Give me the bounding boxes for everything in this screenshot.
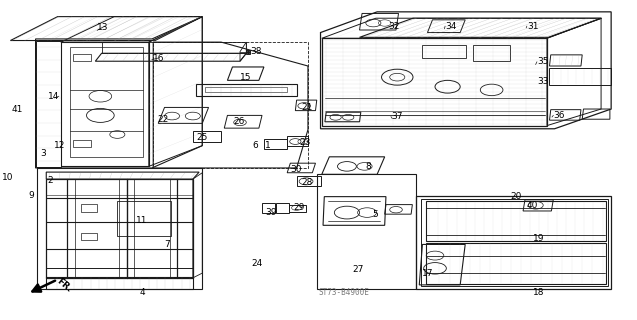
Text: 39: 39 — [265, 208, 276, 217]
Text: 15: 15 — [240, 73, 252, 82]
Text: 22: 22 — [157, 115, 168, 124]
Text: 34: 34 — [445, 22, 457, 31]
Bar — [421, 199, 608, 286]
Text: 11: 11 — [136, 216, 148, 225]
Text: 18: 18 — [533, 288, 544, 297]
Text: 30: 30 — [290, 165, 302, 174]
Text: 26: 26 — [234, 117, 245, 126]
Bar — [205, 87, 287, 92]
Text: 24: 24 — [252, 259, 262, 268]
Text: 9: 9 — [28, 190, 34, 200]
Text: 37: 37 — [391, 112, 403, 121]
Text: 35: 35 — [537, 57, 548, 66]
Text: 28: 28 — [302, 178, 313, 187]
Bar — [153, 42, 308, 168]
Bar — [73, 54, 91, 61]
Text: 23: 23 — [299, 138, 310, 147]
Bar — [82, 233, 97, 240]
Text: 38: 38 — [250, 47, 262, 56]
Text: 3: 3 — [41, 149, 47, 158]
Bar — [117, 201, 171, 236]
Text: 2: 2 — [47, 176, 52, 185]
Bar — [473, 45, 510, 61]
Text: FR.: FR. — [54, 276, 73, 294]
Text: 36: 36 — [554, 111, 565, 120]
Text: 33: 33 — [537, 77, 548, 86]
Text: 1: 1 — [265, 141, 271, 150]
Text: 32: 32 — [388, 22, 399, 31]
Text: 6: 6 — [253, 141, 259, 150]
Text: 31: 31 — [527, 22, 538, 31]
Text: 25: 25 — [196, 133, 208, 142]
Bar — [82, 204, 97, 212]
Text: 27: 27 — [352, 265, 363, 275]
Text: 20: 20 — [510, 192, 522, 201]
Text: 17: 17 — [422, 268, 434, 278]
Bar — [422, 45, 466, 58]
Text: ST73-B4900E: ST73-B4900E — [318, 288, 369, 297]
Text: 7: 7 — [164, 240, 170, 249]
Text: 13: 13 — [97, 23, 108, 32]
Text: 41: 41 — [11, 105, 23, 114]
Text: 5: 5 — [372, 210, 378, 219]
Text: 10: 10 — [2, 173, 13, 182]
Text: 14: 14 — [48, 92, 59, 101]
Bar — [73, 140, 91, 147]
Text: 4: 4 — [140, 288, 145, 297]
Text: 12: 12 — [54, 141, 65, 150]
Text: 8: 8 — [366, 162, 371, 171]
Text: 29: 29 — [294, 203, 305, 212]
Text: 40: 40 — [527, 201, 538, 210]
Text: 19: 19 — [533, 234, 544, 243]
Text: 21: 21 — [302, 103, 313, 112]
Text: 16: 16 — [153, 53, 165, 62]
